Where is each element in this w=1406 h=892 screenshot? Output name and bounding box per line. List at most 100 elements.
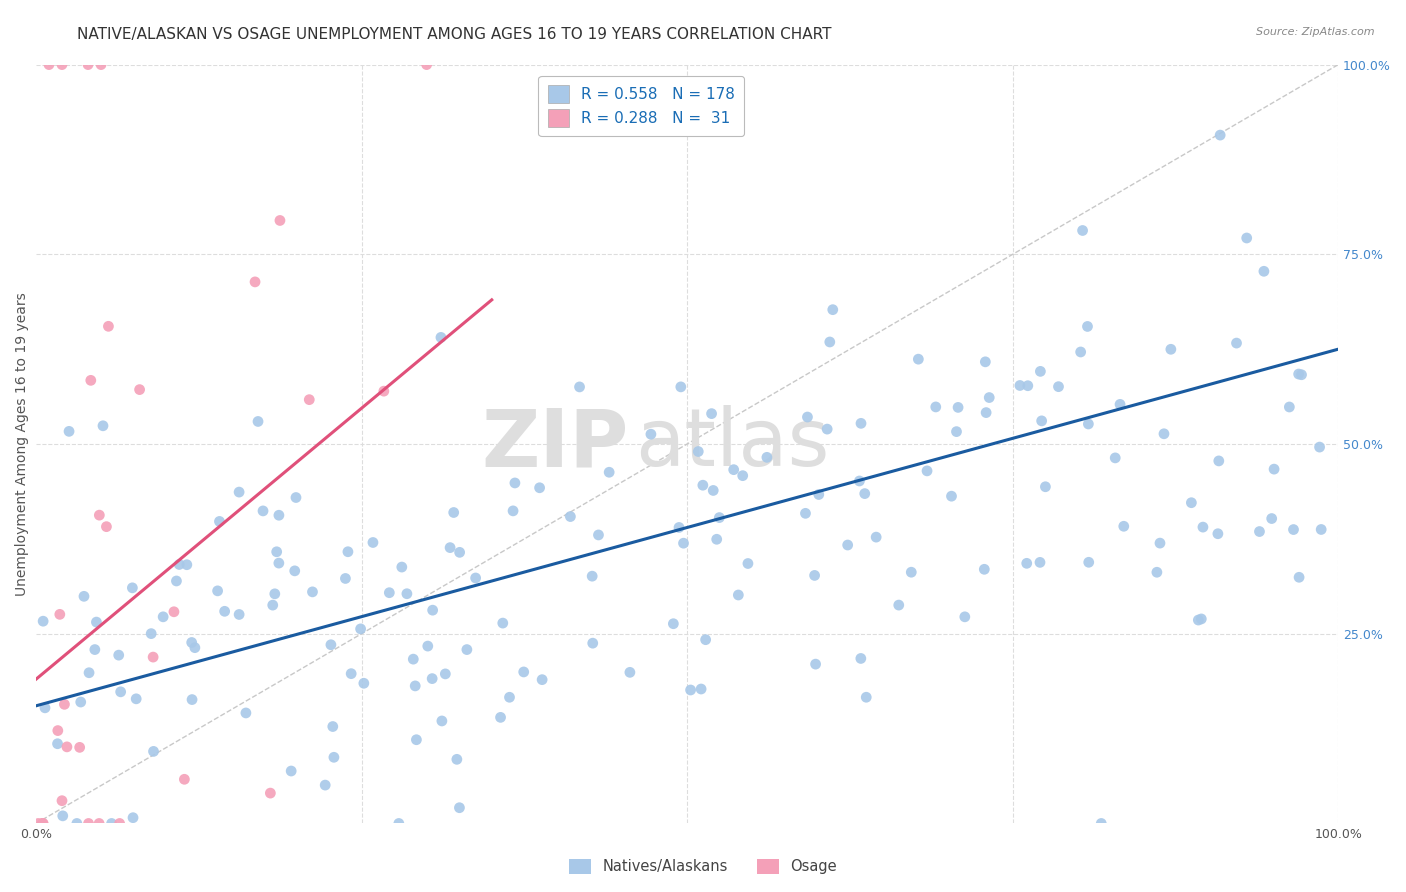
Point <box>848 474 870 488</box>
Point <box>1015 557 1038 571</box>
Point <box>90 57 112 71</box>
Point <box>110 685 132 699</box>
Point <box>252 504 274 518</box>
Point <box>1071 223 1094 237</box>
Point <box>849 417 872 431</box>
Point <box>640 427 662 442</box>
Point <box>121 581 143 595</box>
Point <box>1087 24 1109 38</box>
Point <box>97 319 120 334</box>
Point <box>422 603 444 617</box>
Point <box>52 809 75 823</box>
Point <box>247 414 270 428</box>
Point <box>51 794 73 808</box>
Point <box>280 764 302 778</box>
Point <box>1029 555 1052 569</box>
Point <box>464 571 486 585</box>
Point <box>322 750 344 764</box>
Point <box>373 384 395 399</box>
Point <box>404 679 426 693</box>
Point <box>449 801 471 815</box>
Point <box>259 786 281 800</box>
Point <box>815 422 838 436</box>
Point <box>142 650 165 665</box>
Point <box>706 533 728 547</box>
Point <box>1192 520 1215 534</box>
Point <box>974 406 997 420</box>
Point <box>1017 378 1039 392</box>
Point <box>1029 364 1052 378</box>
Point <box>176 558 198 572</box>
Point <box>803 568 825 582</box>
Point <box>853 486 876 500</box>
Point <box>443 506 465 520</box>
Point <box>690 681 713 696</box>
Point <box>1104 450 1126 465</box>
Point <box>1263 462 1285 476</box>
Point <box>353 676 375 690</box>
Point <box>973 562 995 576</box>
Point <box>269 213 291 227</box>
Point <box>695 632 717 647</box>
Point <box>163 605 186 619</box>
Point <box>794 506 817 520</box>
Point <box>214 604 236 618</box>
Point <box>503 475 526 490</box>
Point <box>1160 343 1182 357</box>
Point <box>837 538 859 552</box>
Point <box>1208 454 1230 468</box>
Point <box>915 464 938 478</box>
Point <box>32 614 55 628</box>
Point <box>378 585 401 599</box>
Point <box>169 558 191 572</box>
Point <box>865 530 887 544</box>
Point <box>662 616 685 631</box>
Point <box>77 57 100 71</box>
Point <box>207 583 229 598</box>
Point <box>502 504 524 518</box>
Point <box>1035 480 1057 494</box>
Point <box>1077 555 1099 569</box>
Point <box>1278 400 1301 414</box>
Point <box>1180 496 1202 510</box>
Point <box>907 352 929 367</box>
Point <box>568 380 591 394</box>
Point <box>669 380 692 394</box>
Point <box>319 638 342 652</box>
Point <box>181 692 204 706</box>
Point <box>335 571 357 585</box>
Point <box>402 652 425 666</box>
Point <box>349 622 371 636</box>
Point <box>492 616 515 631</box>
Point <box>581 569 603 583</box>
Point <box>619 665 641 680</box>
Point <box>1225 336 1247 351</box>
Point <box>34 701 56 715</box>
Point <box>679 683 702 698</box>
Y-axis label: Unemployment Among Ages 16 to 19 years: Unemployment Among Ages 16 to 19 years <box>15 293 30 596</box>
Point <box>430 714 453 728</box>
Point <box>1109 397 1132 411</box>
Point <box>336 545 359 559</box>
Point <box>51 57 73 71</box>
Point <box>1149 536 1171 550</box>
Point <box>818 334 841 349</box>
Point <box>446 752 468 766</box>
Point <box>807 487 830 501</box>
Point <box>804 657 827 672</box>
Point <box>122 811 145 825</box>
Point <box>87 816 110 830</box>
Point <box>498 690 520 705</box>
Point <box>58 425 80 439</box>
Point <box>439 541 461 555</box>
Point <box>180 635 202 649</box>
Text: NATIVE/ALASKAN VS OSAGE UNEMPLOYMENT AMONG AGES 16 TO 19 YEARS CORRELATION CHART: NATIVE/ALASKAN VS OSAGE UNEMPLOYMENT AMO… <box>77 27 832 42</box>
Point <box>849 651 872 665</box>
Point <box>141 626 163 640</box>
Point <box>285 491 308 505</box>
Point <box>1288 367 1310 381</box>
Point <box>1008 378 1031 392</box>
Point <box>737 557 759 571</box>
Point <box>32 816 55 830</box>
Point <box>688 444 710 458</box>
